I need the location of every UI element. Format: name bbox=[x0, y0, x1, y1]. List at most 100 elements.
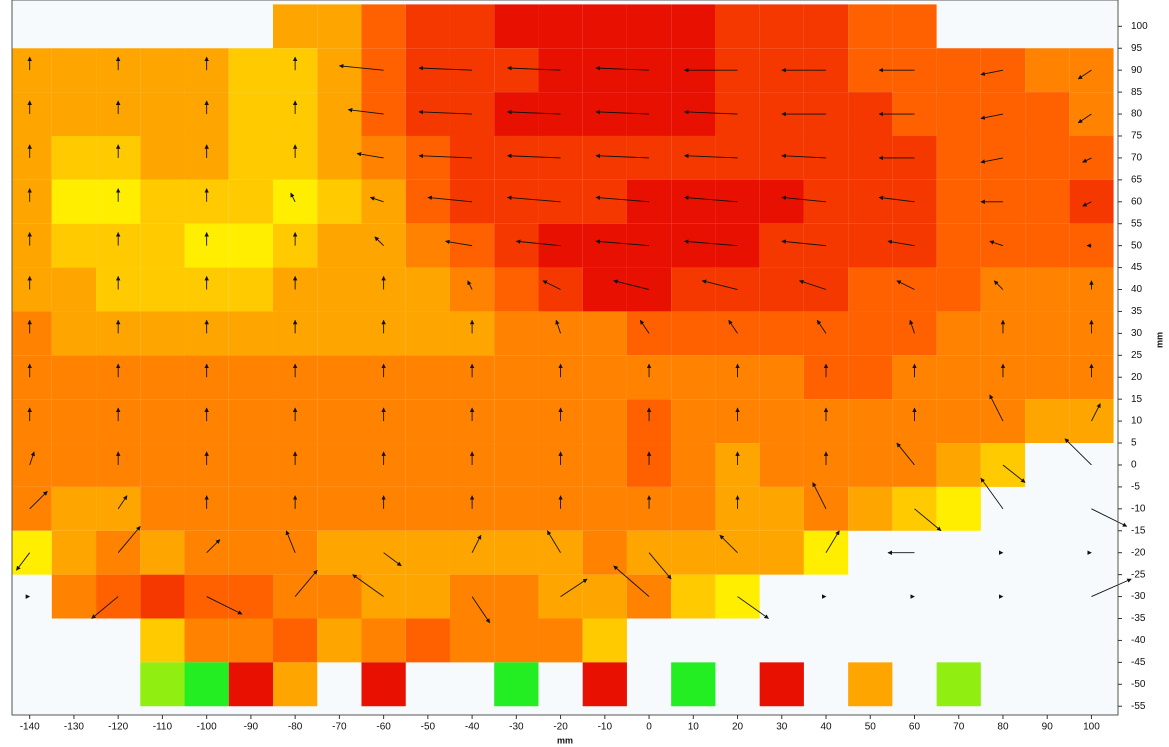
heat-cell bbox=[317, 530, 362, 575]
vector-arrow bbox=[989, 394, 1004, 422]
y-tick-label: 85 bbox=[1131, 87, 1143, 98]
x-tick-label: 0 bbox=[646, 722, 652, 733]
heat-cell bbox=[361, 618, 406, 663]
heat-cell bbox=[317, 179, 362, 224]
heat-cell bbox=[671, 4, 716, 49]
heat-cell bbox=[671, 399, 716, 444]
heat-cell bbox=[759, 530, 804, 575]
heat-cell bbox=[848, 267, 893, 312]
heat-cell bbox=[582, 530, 627, 575]
heat-cell bbox=[759, 311, 804, 356]
y-tick-label: -50 bbox=[1131, 679, 1146, 690]
heat-cell bbox=[12, 267, 52, 312]
heat-cell bbox=[96, 135, 141, 180]
y-tick-label: 10 bbox=[1131, 416, 1143, 427]
heat-cell bbox=[361, 574, 406, 619]
heat-cell bbox=[140, 179, 185, 224]
heat-cell bbox=[936, 662, 981, 707]
x-tick-label: 50 bbox=[865, 722, 877, 733]
heat-cell bbox=[228, 399, 274, 444]
vector-arrow bbox=[356, 151, 384, 159]
heat-cell bbox=[759, 179, 804, 224]
heat-cell bbox=[980, 92, 1026, 136]
x-tick-label: -60 bbox=[376, 722, 391, 733]
y-tick-label: 40 bbox=[1131, 284, 1143, 295]
heat-cell bbox=[582, 662, 627, 707]
heat-cell bbox=[936, 355, 981, 400]
heat-cell bbox=[228, 135, 274, 180]
heat-cell bbox=[494, 355, 539, 400]
heat-cell bbox=[228, 443, 274, 487]
y-tick-label: 90 bbox=[1131, 65, 1143, 76]
heat-cell bbox=[538, 135, 583, 180]
vector-arrow bbox=[595, 153, 650, 159]
heat-cell bbox=[12, 135, 52, 180]
heat-cell bbox=[317, 223, 362, 268]
vector-arrow bbox=[555, 319, 562, 334]
vector-arrow bbox=[418, 109, 473, 115]
heat-cell bbox=[405, 530, 450, 575]
heat-cell bbox=[140, 223, 185, 268]
heat-cell bbox=[273, 4, 318, 49]
x-tick-label: 40 bbox=[820, 722, 832, 733]
heat-cell bbox=[936, 443, 981, 487]
heat-cell bbox=[582, 618, 627, 663]
vector-arrow bbox=[781, 195, 827, 203]
heat-cell bbox=[936, 135, 981, 180]
x-tick-label: 10 bbox=[688, 722, 700, 733]
vector-arrow bbox=[613, 565, 650, 597]
vector-arrow bbox=[507, 109, 561, 115]
heat-cell bbox=[228, 618, 274, 663]
plot-frame bbox=[11, 0, 1119, 716]
heat-cell bbox=[759, 355, 804, 400]
heat-cell bbox=[317, 4, 362, 49]
vector-arrow bbox=[812, 482, 827, 510]
axes: -140 -130 -120 -110 -100 -90 -80 -70 -60 -50 -40 -3… bbox=[20, 21, 1148, 733]
heat-cell bbox=[361, 530, 406, 575]
x-tick-label: -30 bbox=[509, 722, 524, 733]
x-tick-label: -70 bbox=[332, 722, 347, 733]
vector-arrow bbox=[595, 239, 650, 247]
heat-cell bbox=[848, 223, 893, 268]
heat-cell bbox=[273, 135, 318, 180]
vector-arrow bbox=[816, 319, 827, 334]
heat-cell bbox=[317, 486, 362, 531]
vector-arrow bbox=[639, 319, 650, 334]
heat-cell bbox=[317, 355, 362, 400]
heat-cell bbox=[671, 486, 716, 531]
heat-cell bbox=[980, 135, 1026, 180]
heat-cell bbox=[494, 267, 539, 312]
heat-cell bbox=[1025, 355, 1070, 400]
heat-cell bbox=[51, 530, 97, 575]
heat-cell bbox=[228, 574, 274, 619]
heat-cell bbox=[892, 4, 937, 49]
heat-cell bbox=[228, 267, 274, 312]
heat-cell bbox=[936, 399, 981, 444]
heat-cell bbox=[273, 574, 318, 619]
heat-cell bbox=[405, 311, 450, 356]
heat-cell bbox=[1025, 92, 1070, 136]
heat-cell bbox=[96, 486, 141, 531]
x-tick-label: -130 bbox=[64, 722, 84, 733]
heat-cell bbox=[184, 135, 229, 180]
heat-cell bbox=[980, 223, 1026, 268]
vector-arrow bbox=[825, 530, 840, 553]
heat-cell bbox=[494, 48, 539, 93]
heat-cell bbox=[228, 662, 274, 707]
heat-cell bbox=[317, 92, 362, 136]
vector-arrow bbox=[29, 490, 48, 510]
heat-cell bbox=[228, 92, 274, 136]
heat-cell bbox=[936, 311, 981, 356]
vector-arrow bbox=[29, 451, 35, 466]
heat-cell bbox=[405, 179, 450, 224]
heat-cell bbox=[12, 223, 52, 268]
heat-cell bbox=[494, 399, 539, 444]
vector-arrow bbox=[1077, 113, 1092, 124]
heat-cell bbox=[671, 311, 716, 356]
x-tick-label: 30 bbox=[776, 722, 788, 733]
vector-arrow bbox=[595, 195, 650, 203]
x-tick-label: -20 bbox=[553, 722, 568, 733]
heat-cell bbox=[759, 662, 804, 707]
y-tick-label: -15 bbox=[1131, 525, 1146, 536]
